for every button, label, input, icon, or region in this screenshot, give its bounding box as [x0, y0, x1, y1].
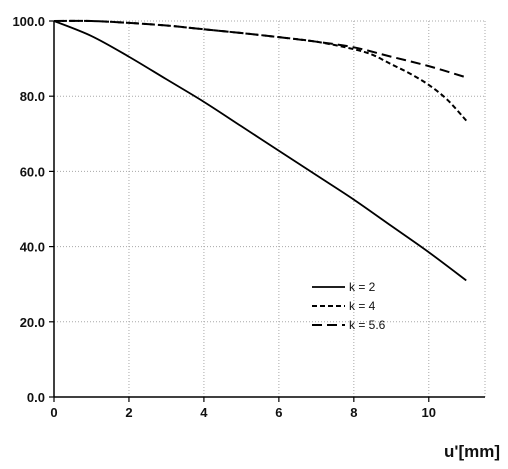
x-tick-label-0: 0 [50, 405, 57, 420]
y-tick-label-4: 80.0 [20, 89, 45, 104]
y-tick-label-2: 40.0 [20, 240, 45, 255]
y-tick-label-3: 60.0 [20, 164, 45, 179]
series-line-1 [53, 20, 467, 282]
x-tick-label-3: 6 [275, 405, 282, 420]
x-tick-label-1: 2 [125, 405, 132, 420]
grid [53, 20, 486, 398]
y-tick-label-1: 20.0 [20, 315, 45, 330]
x-tick-label-2: 4 [200, 405, 208, 420]
tick-labels: 0.0 20.0 40.0 60.0 80.0 100.0 0 2 4 6 8 10 [12, 14, 436, 420]
y-tick-label-5: 100.0 [12, 14, 45, 29]
x-tick-label-5: 10 [422, 405, 436, 420]
legend: k = 2 k = 4 k = 5.6 [312, 280, 386, 332]
series-line-2 [53, 19, 468, 122]
axes [49, 20, 485, 402]
legend-label-1: k = 2 [349, 280, 376, 294]
x-tick-label-4: 8 [350, 405, 357, 420]
legend-label-2: k = 4 [349, 299, 376, 313]
x-axis-title: u'[mm] [444, 442, 500, 461]
y-tick-label-0: 0.0 [27, 390, 45, 405]
legend-label-3: k = 5.6 [349, 318, 386, 332]
series-group [53, 19, 468, 282]
